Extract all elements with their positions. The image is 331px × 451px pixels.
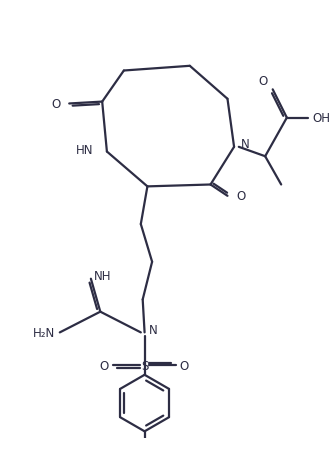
Text: O: O (52, 98, 61, 111)
Text: OH: OH (312, 112, 330, 125)
Text: HN: HN (76, 144, 94, 157)
Text: O: O (236, 190, 245, 203)
Text: N: N (149, 323, 158, 336)
Text: S: S (141, 359, 148, 372)
Text: NH: NH (94, 269, 111, 282)
Text: N: N (241, 138, 250, 151)
Text: O: O (179, 359, 189, 372)
Text: O: O (100, 359, 109, 372)
Text: H₂N: H₂N (33, 326, 55, 339)
Text: O: O (259, 74, 268, 87)
